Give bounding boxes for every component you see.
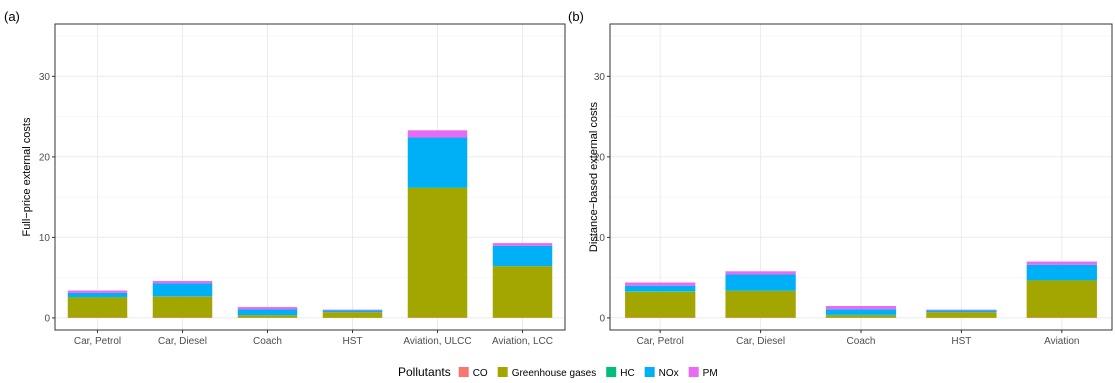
legend-item-hc: HC (606, 367, 635, 379)
x-tick-label: Aviation, LCC (492, 336, 553, 347)
legend: Pollutants CO Greenhouse gases HC NOx PM (398, 365, 718, 379)
bar-aviation-lcc-greenhouse-gases (492, 266, 553, 318)
x-tick-label: Coach (253, 336, 282, 347)
legend-item-greenhouse-gases: Greenhouse gases (497, 367, 597, 379)
bar-aviation-pm (1026, 261, 1097, 265)
y-axis-title: Full−price external costs (21, 117, 33, 236)
bar-coach-nox (237, 309, 298, 316)
y-tick-label: 30 (39, 72, 51, 83)
bar-car-diesel-greenhouse-gases (152, 296, 213, 318)
bar-car-petrol-nox (67, 292, 128, 297)
bar-car-diesel-nox (725, 274, 796, 291)
bar-hst-nox (926, 310, 997, 313)
bar-car-petrol-pm (67, 290, 128, 293)
y-axis-title: Distance−based external costs (588, 101, 600, 252)
bar-hst-pm (322, 309, 383, 311)
legend-label: Greenhouse gases (512, 368, 597, 379)
y-tick-label: 10 (594, 233, 606, 244)
legend-key-co (458, 367, 469, 377)
x-tick-label: Aviation (1044, 336, 1079, 347)
y-tick-label: 10 (39, 233, 51, 244)
y-tick-label: 20 (39, 152, 51, 163)
bar-coach-nox (825, 309, 897, 315)
bar-coach-pm (237, 307, 298, 310)
bar-coach-greenhouse-gases (237, 315, 298, 318)
y-tick-label: 20 (594, 152, 606, 163)
legend-label: HC (620, 368, 634, 379)
x-tick-label: Aviation, ULCC (403, 336, 471, 347)
bar-car-petrol-greenhouse-gases (625, 291, 696, 318)
bar-aviation-lcc-pm (492, 243, 553, 246)
y-tick-label: 0 (599, 313, 605, 324)
x-tick-label: Car, Diesel (736, 336, 785, 347)
legend-title: Pollutants (398, 365, 451, 379)
bar-car-petrol-greenhouse-gases (67, 297, 128, 318)
legend-item-nox: NOx (644, 367, 679, 379)
bar-hst-greenhouse-gases (926, 312, 997, 318)
panel-b: 0 10 20 30 Car, Petrol Car, Diesel Coach HST Avi… (568, 9, 1113, 347)
bar-coach-greenhouse-gases (825, 315, 897, 318)
bar-aviation-greenhouse-gases (1026, 280, 1097, 318)
legend-label: CO (473, 368, 488, 379)
bar-car-diesel-pm (152, 281, 213, 284)
legend-key-nox (644, 367, 655, 377)
legend-item-pm: PM (688, 367, 718, 379)
bar-car-diesel-nox (152, 283, 213, 297)
y-tick-label: 30 (594, 72, 606, 83)
bar-hst-pm (926, 309, 997, 311)
legend-label: NOx (659, 368, 679, 379)
legend-label: PM (703, 368, 718, 379)
x-tick-label: HST (343, 336, 363, 347)
bar-car-petrol-pm (625, 282, 696, 286)
bar-car-petrol-nox (625, 285, 696, 292)
bar-car-diesel-greenhouse-gases (725, 290, 796, 318)
panel-border (54, 23, 566, 331)
legend-key-hc (606, 367, 617, 377)
bar-aviation-lcc-nox (492, 245, 553, 267)
bar-aviation-ulcc-greenhouse-gases (407, 187, 468, 318)
legend-key-greenhouse-gases (497, 367, 508, 377)
bar-hst-nox (322, 310, 383, 313)
x-tick-label: Car, Petrol (637, 336, 684, 347)
bar-aviation-nox (1026, 264, 1097, 281)
x-tick-label: Car, Petrol (74, 336, 121, 347)
bar-hst-greenhouse-gases (322, 312, 383, 318)
panel-label: (a) (4, 9, 20, 24)
legend-item-co: CO (458, 367, 488, 379)
y-tick-label: 0 (44, 313, 50, 324)
x-tick-label: Car, Diesel (158, 336, 207, 347)
bar-coach-pm (825, 306, 897, 310)
x-tick-label: Coach (847, 336, 876, 347)
plot-background (55, 24, 565, 330)
x-tick-label: HST (951, 336, 971, 347)
panel-label: (b) (568, 9, 584, 24)
bar-aviation-ulcc-pm (407, 130, 468, 138)
legend-key-pm (688, 367, 699, 377)
bar-car-diesel-pm (725, 271, 796, 275)
bar-aviation-ulcc-nox (407, 137, 468, 188)
panel-a: 0 10 20 30 Car, Petrol Car, Diesel Coach HST Avi… (4, 9, 566, 347)
